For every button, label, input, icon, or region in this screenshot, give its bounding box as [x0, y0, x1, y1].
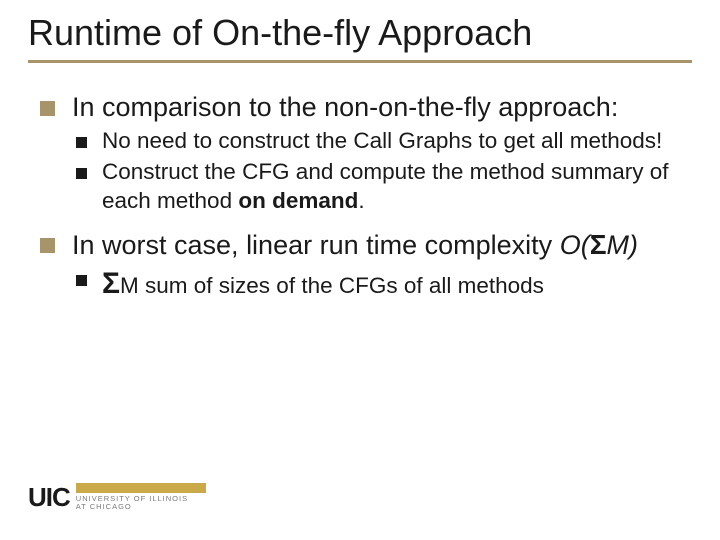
- sub-bullet-text-c: .: [358, 188, 364, 213]
- sub-bullet-text-c: sizes of the CFGs of all methods: [219, 273, 544, 298]
- slide-title: Runtime of On-the-fly Approach: [28, 14, 692, 63]
- bullet-text-d: M): [607, 230, 638, 260]
- sub-bullet-2: Construct the CFG and compute the method…: [72, 158, 692, 216]
- sub-bullet-1: No need to construct the Call Graphs to …: [72, 127, 692, 156]
- sub-bullet-text-a: Construct the CFG and compute the method…: [102, 159, 669, 213]
- slide-body: In comparison to the non-on-the-fly appr…: [28, 89, 692, 304]
- bullet-text-b: O(: [560, 230, 590, 260]
- bullet-text-a: In worst case, linear run time complexit…: [72, 230, 560, 260]
- bullet-item-1: In comparison to the non-on-the-fly appr…: [38, 89, 692, 216]
- uic-logo: UIC UNIVERSITY OF ILLINOIS AT CHICAGO: [28, 483, 206, 512]
- uic-logo-mark: UIC: [28, 484, 70, 510]
- sub-bullet-text: No need to construct the Call Graphs to …: [102, 128, 662, 153]
- slide-container: Runtime of On-the-fly Approach In compar…: [0, 0, 720, 540]
- bullet-list-level2: ΣM sum of sizes of the CFGs of all metho…: [72, 265, 692, 303]
- sub-bullet-text-bold: on demand: [238, 188, 358, 213]
- sub-bullet-text-b: M sum of: [120, 273, 219, 298]
- bullet-item-2: In worst case, linear run time complexit…: [38, 226, 692, 304]
- uic-logo-line2: AT CHICAGO: [76, 503, 206, 512]
- sigma-symbol: Σ: [102, 267, 120, 300]
- bullet-list-level1: In comparison to the non-on-the-fly appr…: [38, 89, 692, 304]
- sigma-symbol: Σ: [590, 229, 607, 260]
- sub-bullet-3: ΣM sum of sizes of the CFGs of all metho…: [72, 265, 692, 303]
- bullet-text: In comparison to the non-on-the-fly appr…: [72, 92, 618, 122]
- bullet-list-level2: No need to construct the Call Graphs to …: [72, 127, 692, 215]
- uic-logo-text: UNIVERSITY OF ILLINOIS AT CHICAGO: [76, 483, 206, 512]
